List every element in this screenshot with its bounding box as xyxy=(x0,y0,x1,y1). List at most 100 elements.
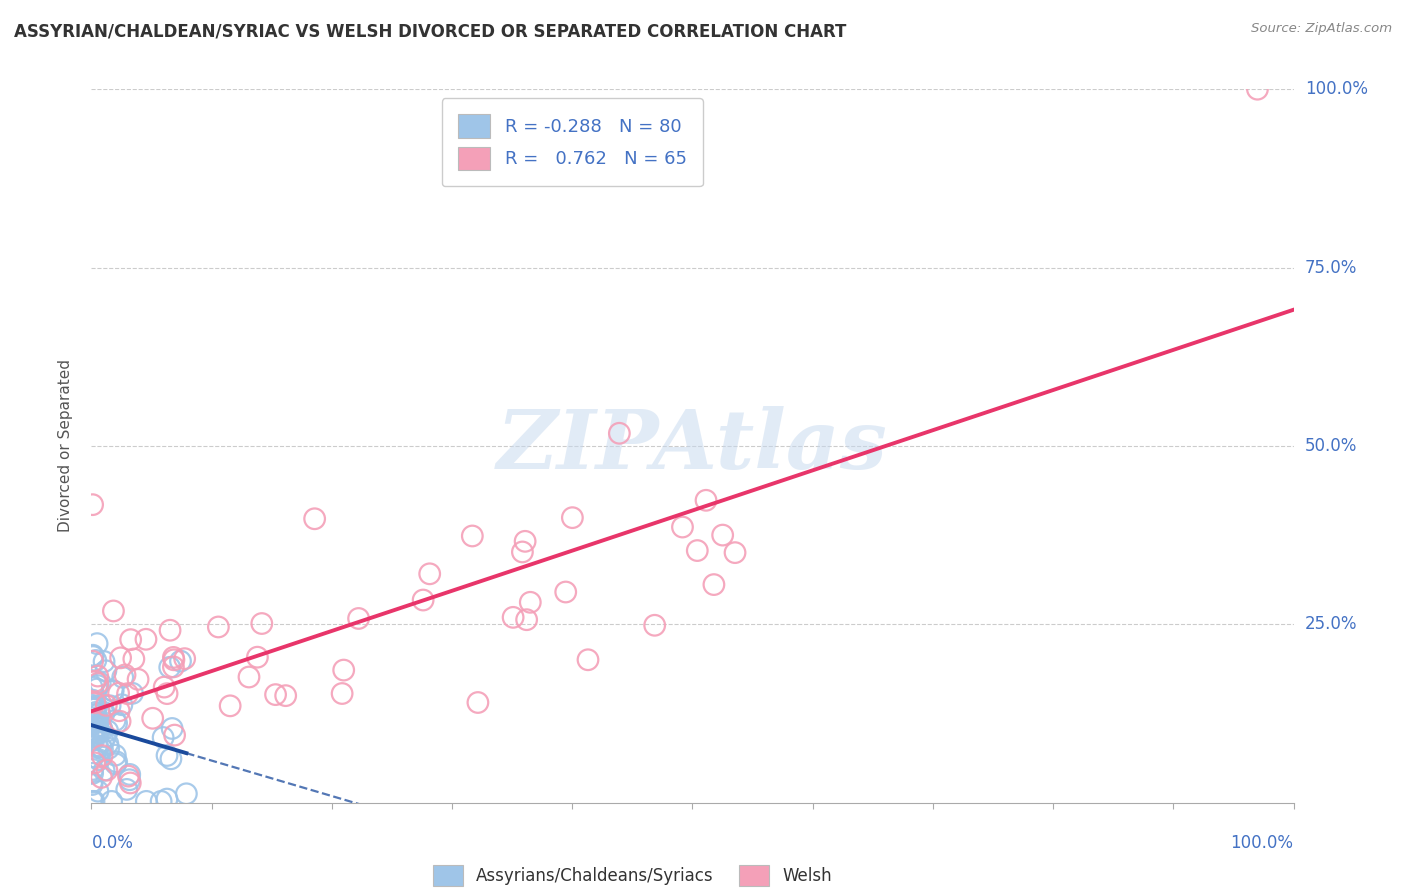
Point xyxy=(724,546,747,560)
Text: 50.0%: 50.0% xyxy=(1305,437,1357,455)
Point xyxy=(93,655,115,669)
Point xyxy=(117,769,139,783)
Point xyxy=(120,632,142,647)
Point xyxy=(101,683,124,698)
Point xyxy=(82,707,104,722)
Point xyxy=(87,784,110,798)
Point xyxy=(93,764,115,778)
Legend: Assyrians/Chaldeans/Syriacs, Welsh: Assyrians/Chaldeans/Syriacs, Welsh xyxy=(425,856,841,892)
Point xyxy=(84,706,107,720)
Point xyxy=(207,620,229,634)
Point xyxy=(512,545,534,559)
Point xyxy=(83,794,105,808)
Point xyxy=(152,731,174,745)
Point xyxy=(101,684,124,698)
Point xyxy=(89,706,111,720)
Point xyxy=(150,794,173,808)
Text: ZIPAtlas: ZIPAtlas xyxy=(496,406,889,486)
Point xyxy=(160,752,183,766)
Point xyxy=(110,651,132,665)
Point xyxy=(82,648,104,663)
Point xyxy=(80,700,103,714)
Point xyxy=(516,613,538,627)
Point xyxy=(554,585,576,599)
Point xyxy=(519,595,541,609)
Point xyxy=(104,756,127,771)
Point xyxy=(82,778,104,792)
Point xyxy=(82,693,104,707)
Point xyxy=(118,772,141,787)
Point xyxy=(87,725,110,739)
Point xyxy=(108,714,131,729)
Point xyxy=(90,721,112,735)
Point xyxy=(83,729,105,743)
Point xyxy=(87,679,110,693)
Point xyxy=(461,529,484,543)
Point xyxy=(412,593,434,607)
Point xyxy=(104,714,127,728)
Point xyxy=(87,676,110,690)
Point xyxy=(419,566,441,581)
Point xyxy=(97,723,120,738)
Point xyxy=(86,739,108,753)
Point xyxy=(87,714,110,728)
Point xyxy=(118,767,141,781)
Point xyxy=(304,512,326,526)
Point xyxy=(121,686,143,700)
Point xyxy=(87,715,110,730)
Point xyxy=(80,680,103,694)
Point xyxy=(86,727,108,741)
Point xyxy=(162,660,184,674)
Point xyxy=(115,782,138,797)
Point xyxy=(82,794,104,808)
Point xyxy=(711,528,734,542)
Point xyxy=(91,748,114,763)
Point xyxy=(142,711,165,725)
Text: Source: ZipAtlas.com: Source: ZipAtlas.com xyxy=(1251,22,1392,36)
Point xyxy=(1246,82,1268,96)
Point xyxy=(91,742,114,756)
Point xyxy=(686,543,709,558)
Point xyxy=(332,663,354,677)
Point xyxy=(84,674,107,689)
Point xyxy=(82,750,104,764)
Point xyxy=(93,706,115,720)
Point xyxy=(83,756,105,770)
Point xyxy=(86,681,108,696)
Point xyxy=(82,716,104,731)
Point xyxy=(97,741,120,756)
Text: ASSYRIAN/CHALDEAN/SYRIAC VS WELSH DIVORCED OR SEPARATED CORRELATION CHART: ASSYRIAN/CHALDEAN/SYRIAC VS WELSH DIVORC… xyxy=(14,22,846,40)
Point xyxy=(111,670,134,684)
Point xyxy=(120,776,142,790)
Point xyxy=(91,734,114,748)
Y-axis label: Divorced or Separated: Divorced or Separated xyxy=(58,359,73,533)
Point xyxy=(96,763,118,777)
Point xyxy=(89,676,111,690)
Point xyxy=(561,510,583,524)
Point xyxy=(162,650,184,665)
Point xyxy=(82,766,104,780)
Point xyxy=(98,698,121,713)
Point xyxy=(246,650,269,665)
Point xyxy=(163,728,186,742)
Point xyxy=(87,721,110,735)
Point xyxy=(84,713,107,727)
Point xyxy=(160,722,183,736)
Point xyxy=(105,716,128,731)
Point xyxy=(82,498,104,512)
Text: 0.0%: 0.0% xyxy=(91,834,134,852)
Point xyxy=(135,794,157,808)
Point xyxy=(84,653,107,667)
Point xyxy=(108,704,131,718)
Point xyxy=(83,725,105,739)
Point xyxy=(173,651,195,665)
Point xyxy=(82,763,104,777)
Point xyxy=(94,664,117,678)
Point xyxy=(83,702,105,716)
Point xyxy=(513,534,536,549)
Point xyxy=(156,687,179,701)
Point xyxy=(83,732,105,747)
Point xyxy=(107,686,129,700)
Text: 100.0%: 100.0% xyxy=(1230,834,1294,852)
Point xyxy=(80,775,103,789)
